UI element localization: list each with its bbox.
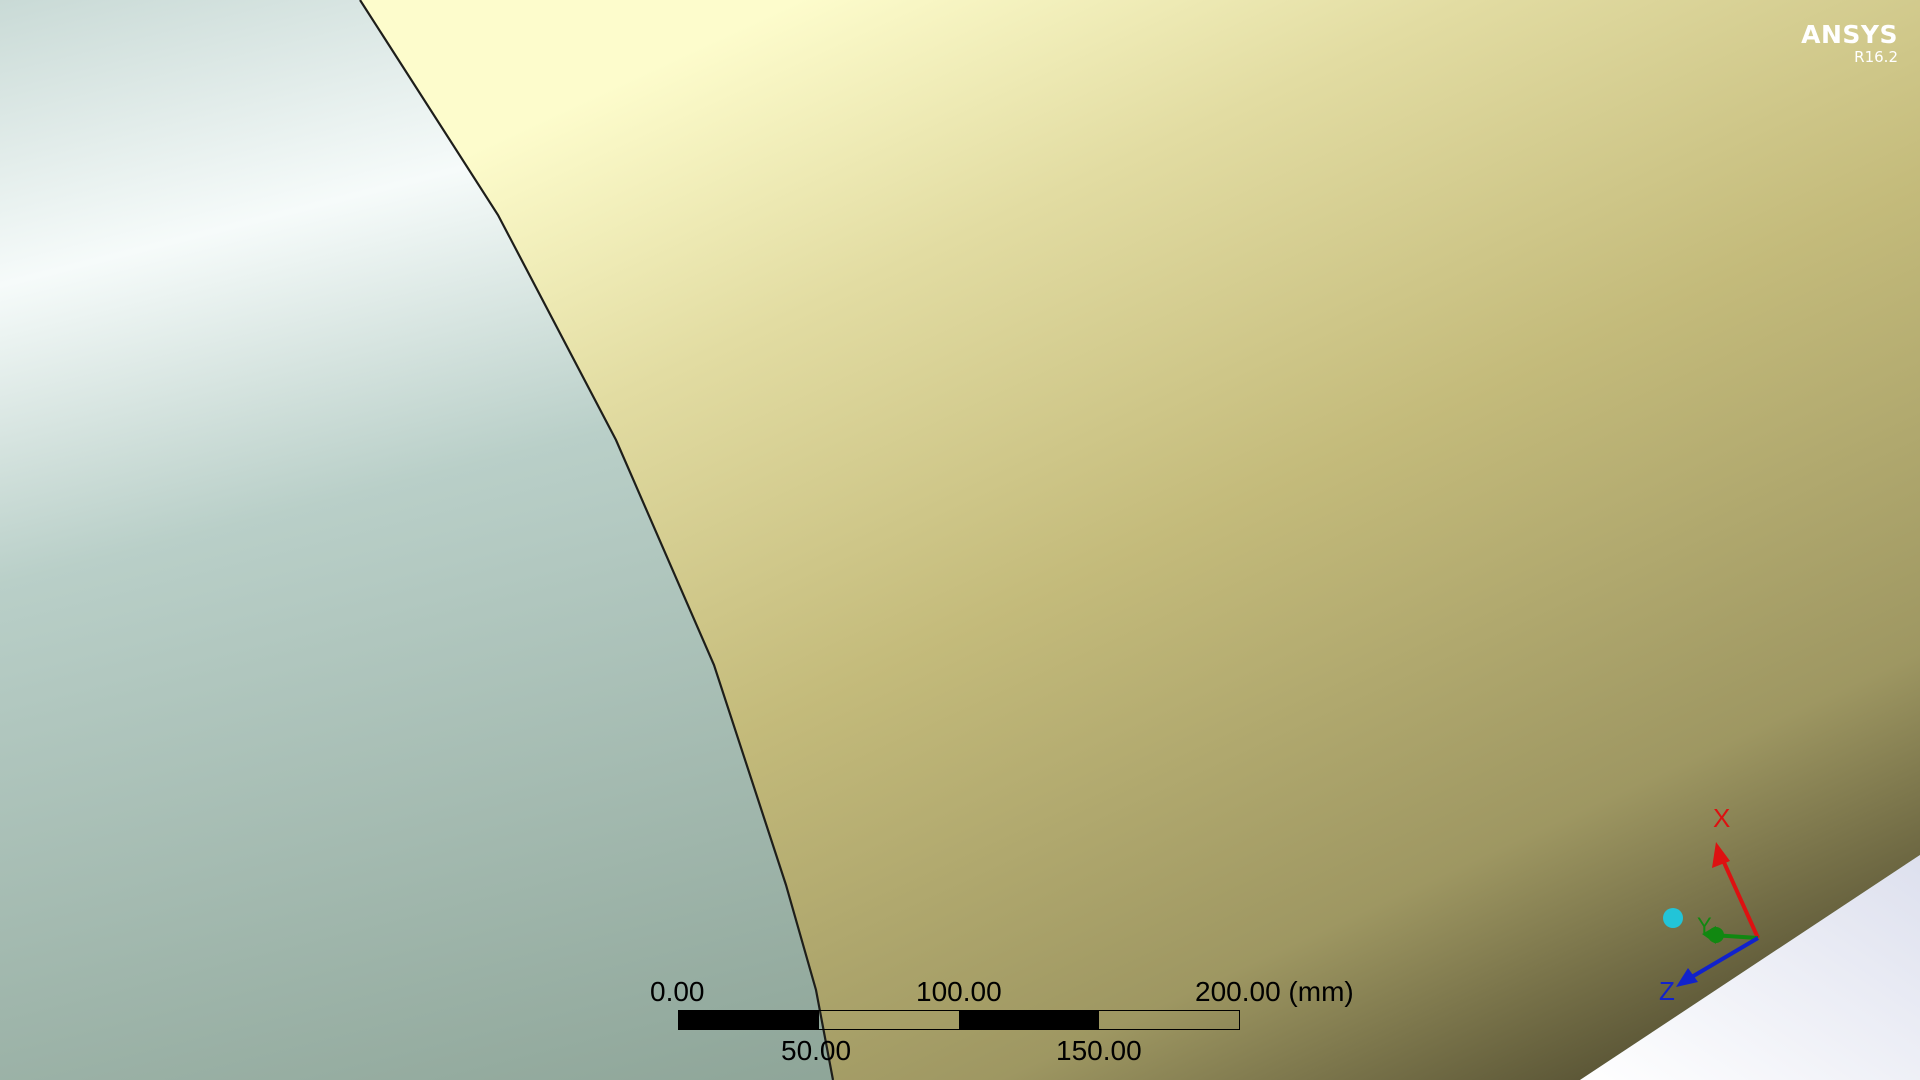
scale-segment — [1099, 1011, 1239, 1029]
x-axis-arrowhead — [1712, 842, 1730, 868]
brand-version: R16.2 — [1854, 48, 1898, 66]
scale-segment — [959, 1011, 1099, 1029]
scale-segment — [819, 1011, 959, 1029]
scale-label-0: 0.00 — [650, 976, 705, 1007]
isometric-view-ball[interactable] — [1663, 908, 1683, 928]
background-corner-region — [1580, 855, 1920, 1080]
x-axis-label: X — [1713, 803, 1730, 833]
scale-label-200: 200.00 (mm) — [1195, 976, 1354, 1007]
y-axis-label: Y — [1697, 913, 1712, 938]
z-axis-arrow[interactable] — [1688, 936, 1760, 980]
model-body-surface[interactable] — [360, 0, 1920, 1080]
x-axis-arrow[interactable] — [1720, 857, 1760, 939]
scale-label-150: 150.00 — [1056, 1035, 1142, 1066]
scale-label-100: 100.00 — [916, 976, 1002, 1007]
triad-origin-ball — [1708, 927, 1724, 943]
scale-label-50: 50.00 — [781, 1035, 852, 1066]
z-axis-label: Z — [1659, 976, 1675, 1006]
brand-name: ANSYS — [1801, 20, 1898, 49]
model-body-edge[interactable] — [359, 0, 835, 1080]
scale-segment — [679, 1011, 819, 1029]
axis-triad[interactable]: X Y Z — [1659, 803, 1760, 1006]
ansys-logo: ANSYS R16.2 — [1801, 22, 1898, 65]
z-axis-arrowhead — [1676, 968, 1698, 987]
scale-bar — [678, 1010, 1240, 1030]
